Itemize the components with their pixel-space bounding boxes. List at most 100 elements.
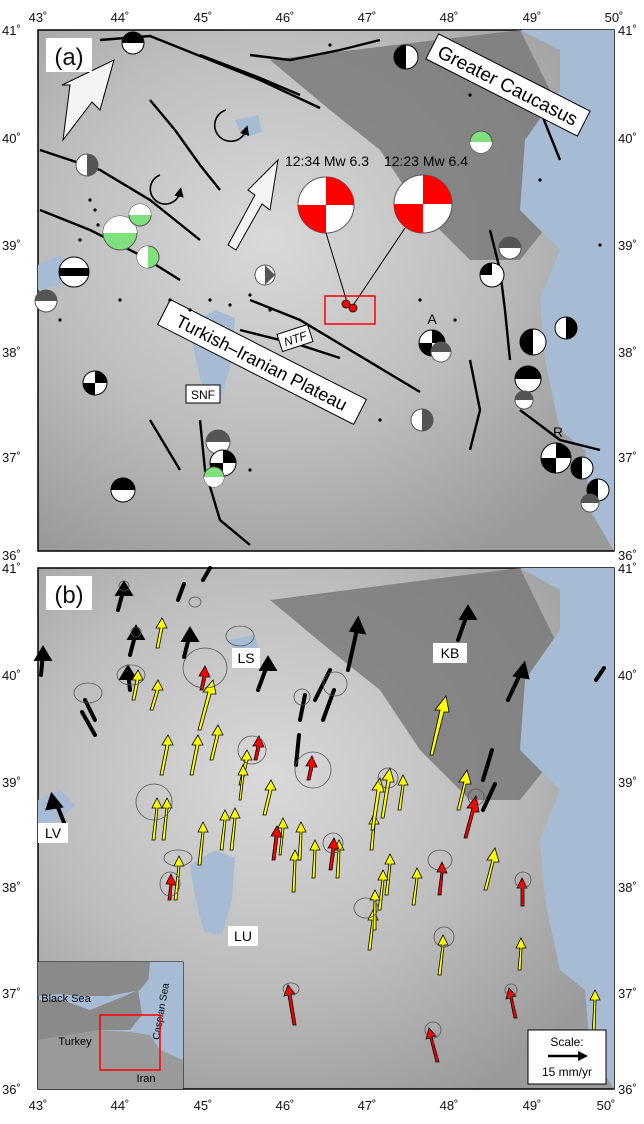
event-leader-2 bbox=[351, 227, 406, 308]
focal-mechanism bbox=[82, 370, 108, 396]
caspian-sea-b bbox=[520, 568, 614, 1089]
station-label-a: A bbox=[427, 311, 437, 327]
focal-mechanism-green bbox=[128, 203, 152, 227]
inset-turkey: Turkey bbox=[58, 1036, 92, 1048]
svg-text:39˚: 39˚ bbox=[2, 238, 21, 253]
event-label-1: 12:34 Mw 6.3 bbox=[285, 153, 369, 169]
focal-mechanism-green bbox=[469, 130, 493, 154]
svg-text:38˚: 38˚ bbox=[618, 345, 637, 360]
label-ntf: NTF bbox=[276, 323, 314, 353]
inset-black-sea: Black Sea bbox=[41, 993, 91, 1005]
svg-text:38˚: 38˚ bbox=[2, 880, 21, 895]
focal-mechanism bbox=[254, 264, 276, 286]
lon-labels-top: 43˚ 44˚ 45˚ 46˚ 47˚ 48˚ 49˚ 50˚ bbox=[29, 10, 624, 25]
focal-mechanisms bbox=[34, 31, 610, 513]
focal-mechanism bbox=[519, 328, 547, 356]
focal-mechanism bbox=[479, 262, 505, 288]
svg-text:48˚: 48˚ bbox=[440, 1098, 459, 1113]
svg-text:SNF: SNF bbox=[191, 388, 215, 402]
svg-text:37˚: 37˚ bbox=[618, 986, 637, 1001]
location-inset: Black Sea Caspian Sea Turkey Iran bbox=[37, 961, 184, 1090]
svg-text:47˚: 47˚ bbox=[358, 1098, 377, 1113]
svg-text:40˚: 40˚ bbox=[618, 668, 637, 683]
panel-b: LS KB LV LU Scale: 15 mm/yr bbox=[33, 566, 615, 1090]
rotation-arrow-1 bbox=[149, 174, 184, 205]
event-beachball-1 bbox=[297, 176, 355, 234]
place-lv: LV bbox=[38, 823, 68, 843]
place-ls: LS bbox=[232, 648, 260, 668]
svg-text:(a): (a) bbox=[54, 44, 83, 71]
velocity-arrow-yellow bbox=[131, 617, 601, 1036]
focal-mechanism bbox=[58, 256, 90, 288]
svg-text:41˚: 41˚ bbox=[2, 23, 21, 38]
focal-mechanism bbox=[580, 493, 600, 513]
event-label-2: 12:23 Mw 6.4 bbox=[384, 153, 468, 169]
svg-text:48˚: 48˚ bbox=[440, 10, 459, 25]
svg-text:50˚: 50˚ bbox=[605, 10, 624, 25]
focal-mechanism bbox=[410, 408, 434, 432]
rotation-arrow-2 bbox=[213, 109, 250, 143]
kura-lowland-b bbox=[270, 568, 560, 800]
svg-text:40˚: 40˚ bbox=[2, 668, 21, 683]
focal-mechanism bbox=[554, 316, 578, 340]
label-snf: SNF bbox=[185, 384, 221, 404]
svg-text:LS: LS bbox=[237, 650, 254, 666]
epicenter-1 bbox=[341, 299, 351, 309]
focal-mechanism-green bbox=[136, 245, 160, 269]
svg-text:40˚: 40˚ bbox=[2, 131, 21, 146]
event-leader-1 bbox=[325, 232, 348, 303]
svg-text:47˚: 47˚ bbox=[358, 10, 377, 25]
lat-labels-b: 41˚ 40˚ 39˚ 38˚ 37˚ 36˚ 41˚ 40˚ 39˚ 38˚ … bbox=[2, 561, 637, 1097]
svg-text:39˚: 39˚ bbox=[618, 238, 637, 253]
svg-text:49˚: 49˚ bbox=[523, 10, 542, 25]
svg-text:41˚: 41˚ bbox=[618, 561, 637, 576]
svg-text:43˚: 43˚ bbox=[29, 10, 48, 25]
convergence-arrow-1 bbox=[61, 59, 115, 142]
seismicity-dots bbox=[58, 43, 602, 472]
svg-text:45˚: 45˚ bbox=[194, 1098, 213, 1113]
focal-mechanism bbox=[540, 442, 572, 474]
svg-text:38˚: 38˚ bbox=[2, 345, 21, 360]
focal-mechanism bbox=[430, 341, 452, 363]
panel-label-a: (a) bbox=[46, 38, 92, 72]
svg-text:41˚: 41˚ bbox=[2, 561, 21, 576]
svg-text:50˚: 50˚ bbox=[597, 1098, 616, 1113]
lake-urmia-b bbox=[190, 850, 235, 935]
caspian-sea-a bbox=[520, 30, 614, 551]
svg-text:37˚: 37˚ bbox=[618, 450, 637, 465]
lat-labels-a: 41˚ 40˚ 39˚ 38˚ 37˚ 36˚ 41˚ 40˚ 39˚ 38˚ … bbox=[2, 23, 637, 563]
svg-text:38˚: 38˚ bbox=[618, 880, 637, 895]
focal-mechanism bbox=[570, 456, 594, 480]
study-area-box bbox=[324, 295, 376, 325]
convergence-arrow-2 bbox=[227, 158, 279, 251]
scale-value: 15 mm/yr bbox=[542, 1065, 592, 1079]
place-kb: KB bbox=[433, 643, 467, 663]
svg-text:KB: KB bbox=[441, 645, 460, 661]
axis-labels: 43˚ 44˚ 45˚ 46˚ 47˚ 48˚ 49˚ 50˚ 43˚ 44˚ … bbox=[2, 10, 637, 1113]
station-label-r: R bbox=[553, 424, 563, 440]
focal-mechanism bbox=[34, 289, 58, 313]
svg-text:36˚: 36˚ bbox=[618, 548, 637, 563]
focal-mechanism bbox=[121, 31, 145, 55]
svg-text:44˚: 44˚ bbox=[111, 10, 130, 25]
velocity-scale: Scale: 15 mm/yr bbox=[527, 1029, 607, 1085]
svg-text:39˚: 39˚ bbox=[2, 775, 21, 790]
epicenter-2 bbox=[348, 303, 358, 313]
svg-text:39˚: 39˚ bbox=[618, 775, 637, 790]
svg-text:36˚: 36˚ bbox=[2, 548, 21, 563]
focal-mechanism-green bbox=[102, 215, 138, 251]
event-mw64: 12:23 Mw 6.4 bbox=[384, 153, 468, 234]
svg-text:44˚: 44˚ bbox=[111, 1098, 130, 1113]
panel-a: Greater Caucasus Turkish–Iranian Plateau… bbox=[34, 29, 615, 552]
svg-text:43˚: 43˚ bbox=[29, 1098, 48, 1113]
focal-mechanism bbox=[498, 236, 522, 260]
focal-mechanism-green bbox=[203, 466, 225, 488]
svg-text:(b): (b) bbox=[54, 582, 83, 609]
inset-iran: Iran bbox=[137, 1073, 156, 1085]
place-lu: LU bbox=[228, 926, 258, 946]
gps-velocity-arrows bbox=[33, 566, 606, 1063]
panel-label-b: (b) bbox=[46, 576, 92, 610]
svg-text:LV: LV bbox=[45, 825, 62, 841]
focal-mechanism bbox=[75, 153, 99, 177]
